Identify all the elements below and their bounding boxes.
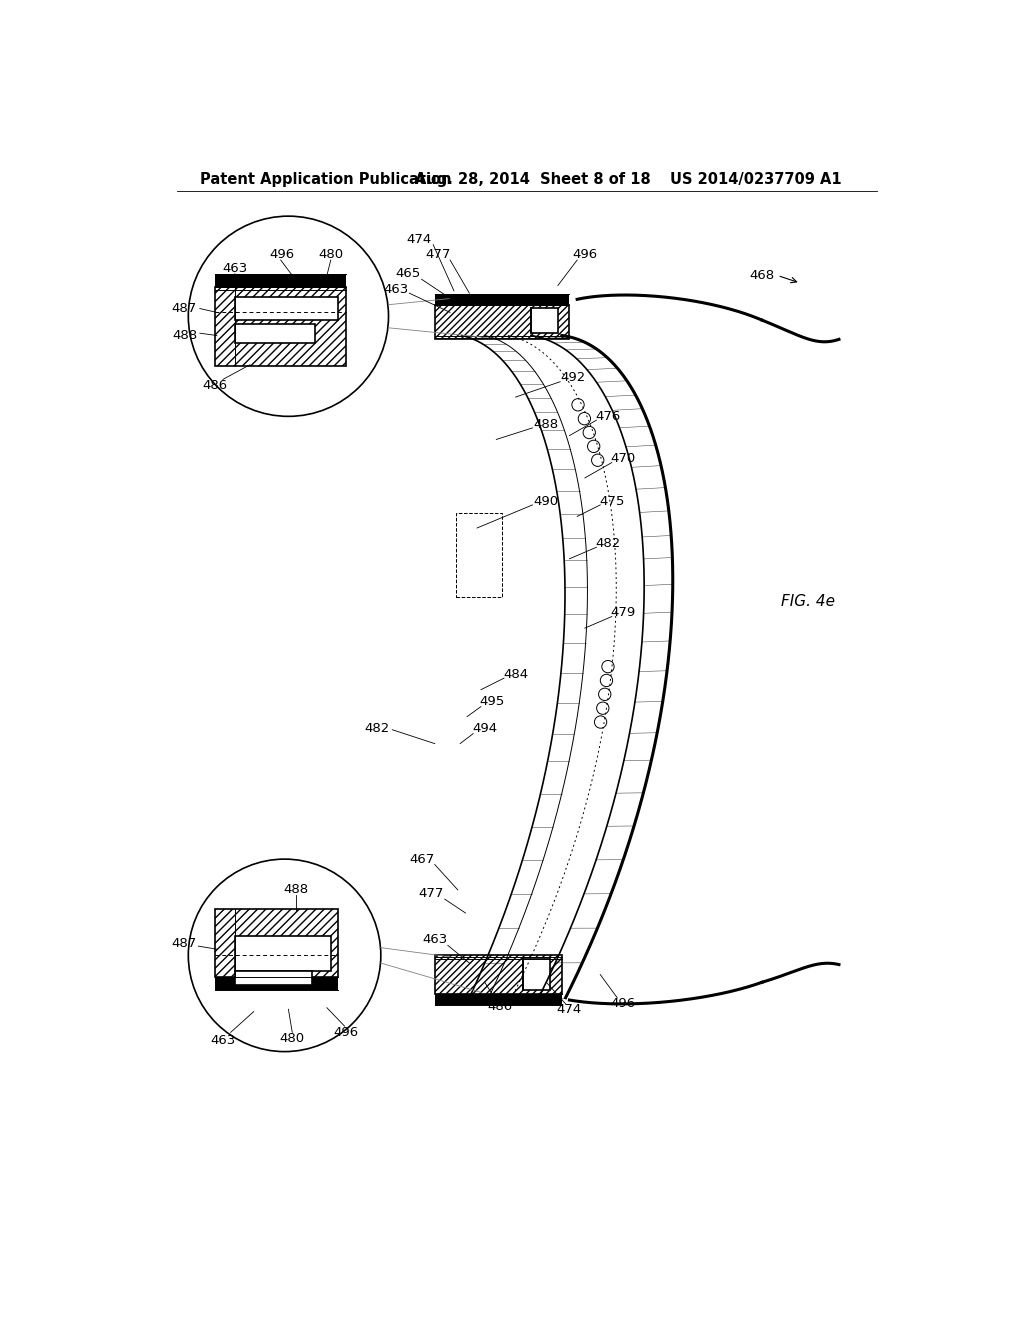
- Text: 488: 488: [534, 417, 559, 430]
- Text: 494: 494: [472, 722, 498, 735]
- Text: 482: 482: [365, 722, 389, 735]
- Text: 492: 492: [561, 371, 586, 384]
- Text: 468: 468: [750, 269, 774, 282]
- Text: 463: 463: [210, 1034, 236, 1047]
- Text: 488: 488: [172, 329, 197, 342]
- Text: 487: 487: [172, 937, 197, 950]
- Text: US 2014/0237709 A1: US 2014/0237709 A1: [670, 173, 841, 187]
- Bar: [234, 970, 311, 985]
- Text: 480: 480: [318, 248, 343, 261]
- Text: 463: 463: [222, 261, 247, 275]
- Text: 467: 467: [409, 853, 434, 866]
- Bar: [456, 512, 502, 598]
- Bar: [435, 305, 569, 339]
- Text: 490: 490: [534, 495, 559, 508]
- Text: 480: 480: [280, 1032, 305, 1045]
- Text: 463: 463: [384, 282, 409, 296]
- Text: 486: 486: [203, 379, 227, 392]
- Bar: [234, 297, 339, 321]
- Bar: [523, 958, 550, 990]
- Bar: [435, 994, 562, 1005]
- Bar: [531, 308, 558, 333]
- Bar: [234, 323, 315, 343]
- Bar: [435, 956, 562, 994]
- Text: 476: 476: [595, 409, 621, 422]
- Text: 488: 488: [284, 883, 308, 896]
- Text: 482: 482: [595, 537, 621, 550]
- Text: 496: 496: [610, 998, 636, 1010]
- Text: 486: 486: [487, 1001, 513, 1014]
- Text: FIG. 4e: FIG. 4e: [781, 594, 836, 609]
- Text: 479: 479: [610, 606, 636, 619]
- Bar: [234, 936, 331, 970]
- Text: Aug. 28, 2014  Sheet 8 of 18: Aug. 28, 2014 Sheet 8 of 18: [416, 173, 651, 187]
- Bar: [435, 294, 569, 305]
- Text: 465: 465: [395, 268, 421, 280]
- Text: 463: 463: [422, 933, 447, 946]
- Text: Patent Application Publication: Patent Application Publication: [200, 173, 452, 187]
- Text: 477: 477: [426, 248, 452, 261]
- Text: 496: 496: [572, 248, 597, 261]
- Text: 484: 484: [503, 668, 528, 681]
- Text: 496: 496: [334, 1026, 358, 1039]
- Text: 475: 475: [599, 495, 625, 508]
- Text: 496: 496: [269, 248, 295, 261]
- Text: 474: 474: [557, 1003, 582, 1016]
- Bar: [215, 275, 346, 286]
- Text: 477: 477: [418, 887, 443, 900]
- Text: 487: 487: [172, 302, 197, 315]
- Bar: [215, 977, 339, 990]
- Text: 495: 495: [480, 694, 505, 708]
- Bar: [215, 909, 339, 977]
- Text: 474: 474: [407, 232, 432, 246]
- Bar: [215, 286, 346, 367]
- Text: 470: 470: [610, 453, 636, 465]
